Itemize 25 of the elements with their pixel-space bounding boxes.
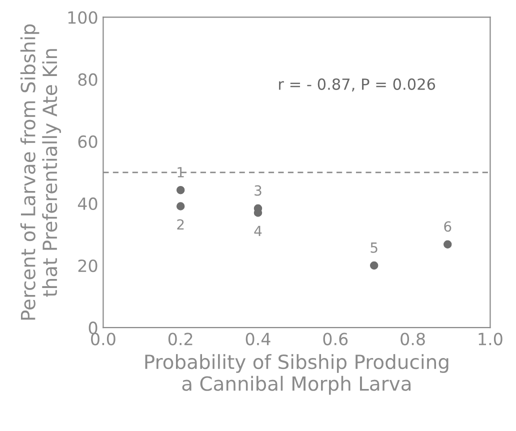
y-axis-title: Percent of Larvae from Sibship that Preferentially Ate Kin — [20, 24, 61, 320]
x-tick-label: 1.0 — [478, 332, 502, 346]
annotation: 6 — [444, 221, 452, 232]
y-tick-label: 100 — [68, 11, 98, 24]
x-tick-label: 0.6 — [323, 332, 348, 346]
annotation: 1 — [178, 167, 184, 178]
y-tick-label: 60 — [78, 135, 98, 148]
x-tick-label: 0.0 — [91, 332, 116, 346]
y-tick-label: 0 — [88, 322, 98, 334]
annotation: 4 — [254, 226, 262, 236]
annotation: r = - 0.87, P = 0.026 — [279, 78, 436, 92]
y-tick-label: 40 — [78, 197, 98, 210]
y-tick-label: 20 — [78, 259, 98, 272]
x-tick-label: 0.8 — [400, 332, 425, 346]
x-tick-label: 0.2 — [168, 332, 192, 346]
point — [176, 202, 185, 210]
y-tick-label: 80 — [78, 73, 98, 86]
x-tick-label: 0.4 — [246, 332, 270, 346]
x-axis-title: Probability of Sibship Producing a Cannibal Morph Larva — [145, 354, 448, 395]
annotation: 5 — [370, 242, 378, 253]
annotation: 3 — [254, 185, 262, 196]
point — [176, 186, 185, 194]
point — [444, 240, 452, 249]
point — [370, 261, 378, 270]
annotation: 2 — [177, 219, 184, 230]
